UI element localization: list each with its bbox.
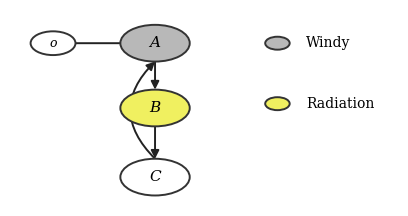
Text: A: A <box>150 36 160 50</box>
Text: C: C <box>149 170 161 184</box>
Text: o: o <box>49 37 57 50</box>
FancyArrowPatch shape <box>65 40 135 46</box>
Circle shape <box>265 97 290 110</box>
Circle shape <box>120 90 190 126</box>
FancyArrowPatch shape <box>130 63 155 159</box>
FancyArrowPatch shape <box>152 126 158 157</box>
Text: Windy: Windy <box>306 36 350 50</box>
FancyArrowPatch shape <box>152 62 158 87</box>
Circle shape <box>120 159 190 195</box>
Circle shape <box>31 31 75 55</box>
Text: Radiation: Radiation <box>306 97 375 111</box>
Text: B: B <box>149 101 161 115</box>
Circle shape <box>265 37 290 50</box>
Circle shape <box>120 25 190 62</box>
